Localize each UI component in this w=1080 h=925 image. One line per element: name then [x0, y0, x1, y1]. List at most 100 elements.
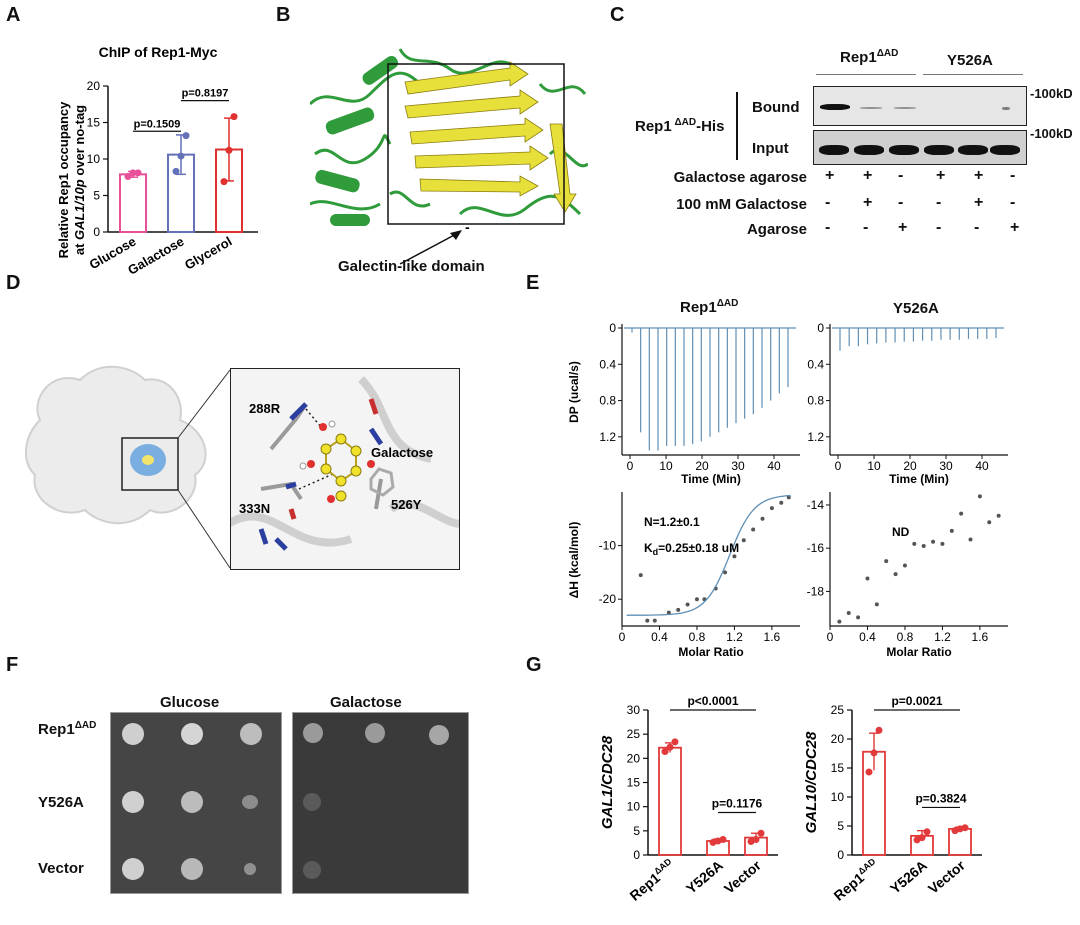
- y-axis-label: ΔH (kcal/mol): [567, 522, 581, 599]
- x-tick-label: 40: [767, 459, 781, 473]
- data-point: [172, 167, 180, 175]
- p-value-label: p=0.1509: [134, 118, 181, 130]
- itc-charts: 0 0.4 0.8 1.2 0 10 20 30 40 Time (Min) 0 0.4 0.8 1.2 0…: [567, 321, 1008, 659]
- data-point: [741, 538, 746, 543]
- x-tick-label: 1.6: [764, 630, 781, 644]
- panel-label-g: G: [526, 654, 542, 676]
- row-label-bound: Bound: [752, 99, 800, 116]
- colony: [244, 863, 256, 875]
- condition-label: Agarose: [746, 221, 807, 238]
- x-tick-label: 0: [835, 459, 842, 473]
- data-point: [652, 618, 657, 623]
- data-point: [949, 528, 954, 533]
- data-point: [645, 618, 650, 623]
- data-point: [923, 828, 931, 836]
- x-tick-label: 0.8: [897, 630, 914, 644]
- bar: [658, 746, 682, 856]
- plate-glucose: [110, 712, 282, 894]
- data-point: [220, 178, 228, 186]
- y-tick-label: 0: [633, 848, 640, 862]
- band: [820, 104, 850, 110]
- x-axis-label: Time (Min): [681, 472, 741, 486]
- y-tick-label: 0.4: [807, 357, 824, 371]
- data-point: [846, 611, 851, 616]
- zoom-lines: [177, 369, 231, 569]
- band: [819, 145, 849, 155]
- data-point: [931, 539, 936, 544]
- data-point: [685, 602, 690, 607]
- colony: [429, 725, 449, 745]
- data-point: [902, 563, 907, 568]
- data-point: [875, 726, 883, 734]
- protein-label: Rep1 ΔAD-His: [635, 117, 725, 135]
- blot-input: [813, 130, 1027, 165]
- x-tick-label: 10: [867, 459, 881, 473]
- condition-sign: +: [1010, 219, 1020, 236]
- condition-sign: -: [1010, 194, 1016, 211]
- y-tick-label: 0: [93, 225, 100, 239]
- band: [958, 145, 988, 155]
- data-point: [968, 537, 973, 542]
- data-point: [666, 610, 671, 615]
- colony: [303, 793, 321, 811]
- y-axis-label: GAL10/CDC28: [803, 731, 820, 833]
- data-point: [779, 500, 784, 505]
- condition-sign: -: [898, 194, 904, 211]
- x-tick-label: Glycerol: [182, 234, 235, 273]
- y-tick-label: 10: [831, 790, 845, 804]
- ligand-galactose: Galactose: [371, 445, 433, 460]
- x-tick-label: Vector: [721, 857, 764, 897]
- mw-marker-bound: -100kD: [1030, 86, 1073, 101]
- group-line-rep1: [816, 74, 916, 75]
- condition-label: Galactose agarose: [673, 169, 807, 186]
- band: [854, 145, 884, 155]
- minus-mark: -: [465, 219, 470, 234]
- plate-galactose: [292, 712, 469, 894]
- p-value-label: p=0.1176: [712, 796, 763, 810]
- data-point: [940, 541, 945, 546]
- nd-label: ND: [892, 525, 910, 539]
- panel-label-d: D: [6, 272, 21, 294]
- condition-sign: +: [974, 194, 984, 211]
- y-tick-label: 1.2: [807, 430, 824, 444]
- x-tick-label: Rep1ΔAD: [830, 856, 882, 904]
- blot-bound: [813, 86, 1027, 126]
- kd-value-label: Kd=0.25±0.18 uM: [644, 541, 739, 557]
- data-point: [865, 576, 870, 581]
- y-tick-label: -10: [599, 539, 617, 553]
- panel-label-c: C: [610, 4, 625, 26]
- x-tick-label: 0.4: [651, 630, 668, 644]
- colony: [303, 723, 323, 743]
- x-axis-label: Molar Ratio: [678, 645, 743, 659]
- condition-sign: -: [825, 194, 831, 211]
- p-value-label: p<0.0001: [687, 694, 738, 708]
- data-point: [671, 738, 679, 746]
- data-point: [760, 516, 765, 521]
- residue-526y: 526Y: [391, 497, 422, 512]
- y-tick-label: 1.2: [599, 430, 616, 444]
- data-point: [870, 749, 878, 757]
- y-tick-label: 0: [837, 848, 844, 862]
- data-point: [723, 570, 728, 575]
- x-axis-label: Molar Ratio: [886, 645, 951, 659]
- data-point: [893, 572, 898, 577]
- strain-label-vector: Vector: [38, 860, 84, 877]
- data-point: [912, 541, 917, 546]
- condition-sign: +: [863, 194, 873, 211]
- x-tick-label: Rep1ΔAD: [626, 856, 678, 904]
- band: [990, 145, 1020, 155]
- condition-sign: +: [974, 167, 984, 184]
- condition-sign: -: [863, 219, 869, 236]
- panel-label-b: B: [276, 4, 291, 26]
- colony: [365, 723, 385, 743]
- x-axis-label: Time (Min): [889, 472, 949, 486]
- band: [924, 145, 954, 155]
- y-tick-label: 5: [837, 819, 844, 833]
- data-point: [769, 506, 774, 511]
- condition-label: 100 mM Galactose: [676, 196, 807, 213]
- y-axis-label-line2: at GAL1/10p over no-tag: [72, 105, 87, 255]
- data-point: [987, 520, 992, 525]
- y-axis-label: GAL1/CDC28: [599, 735, 616, 829]
- x-tick-label: Vector: [925, 857, 968, 897]
- binding-site-diagram: 288R 333N 526Y Galactose: [231, 376, 459, 551]
